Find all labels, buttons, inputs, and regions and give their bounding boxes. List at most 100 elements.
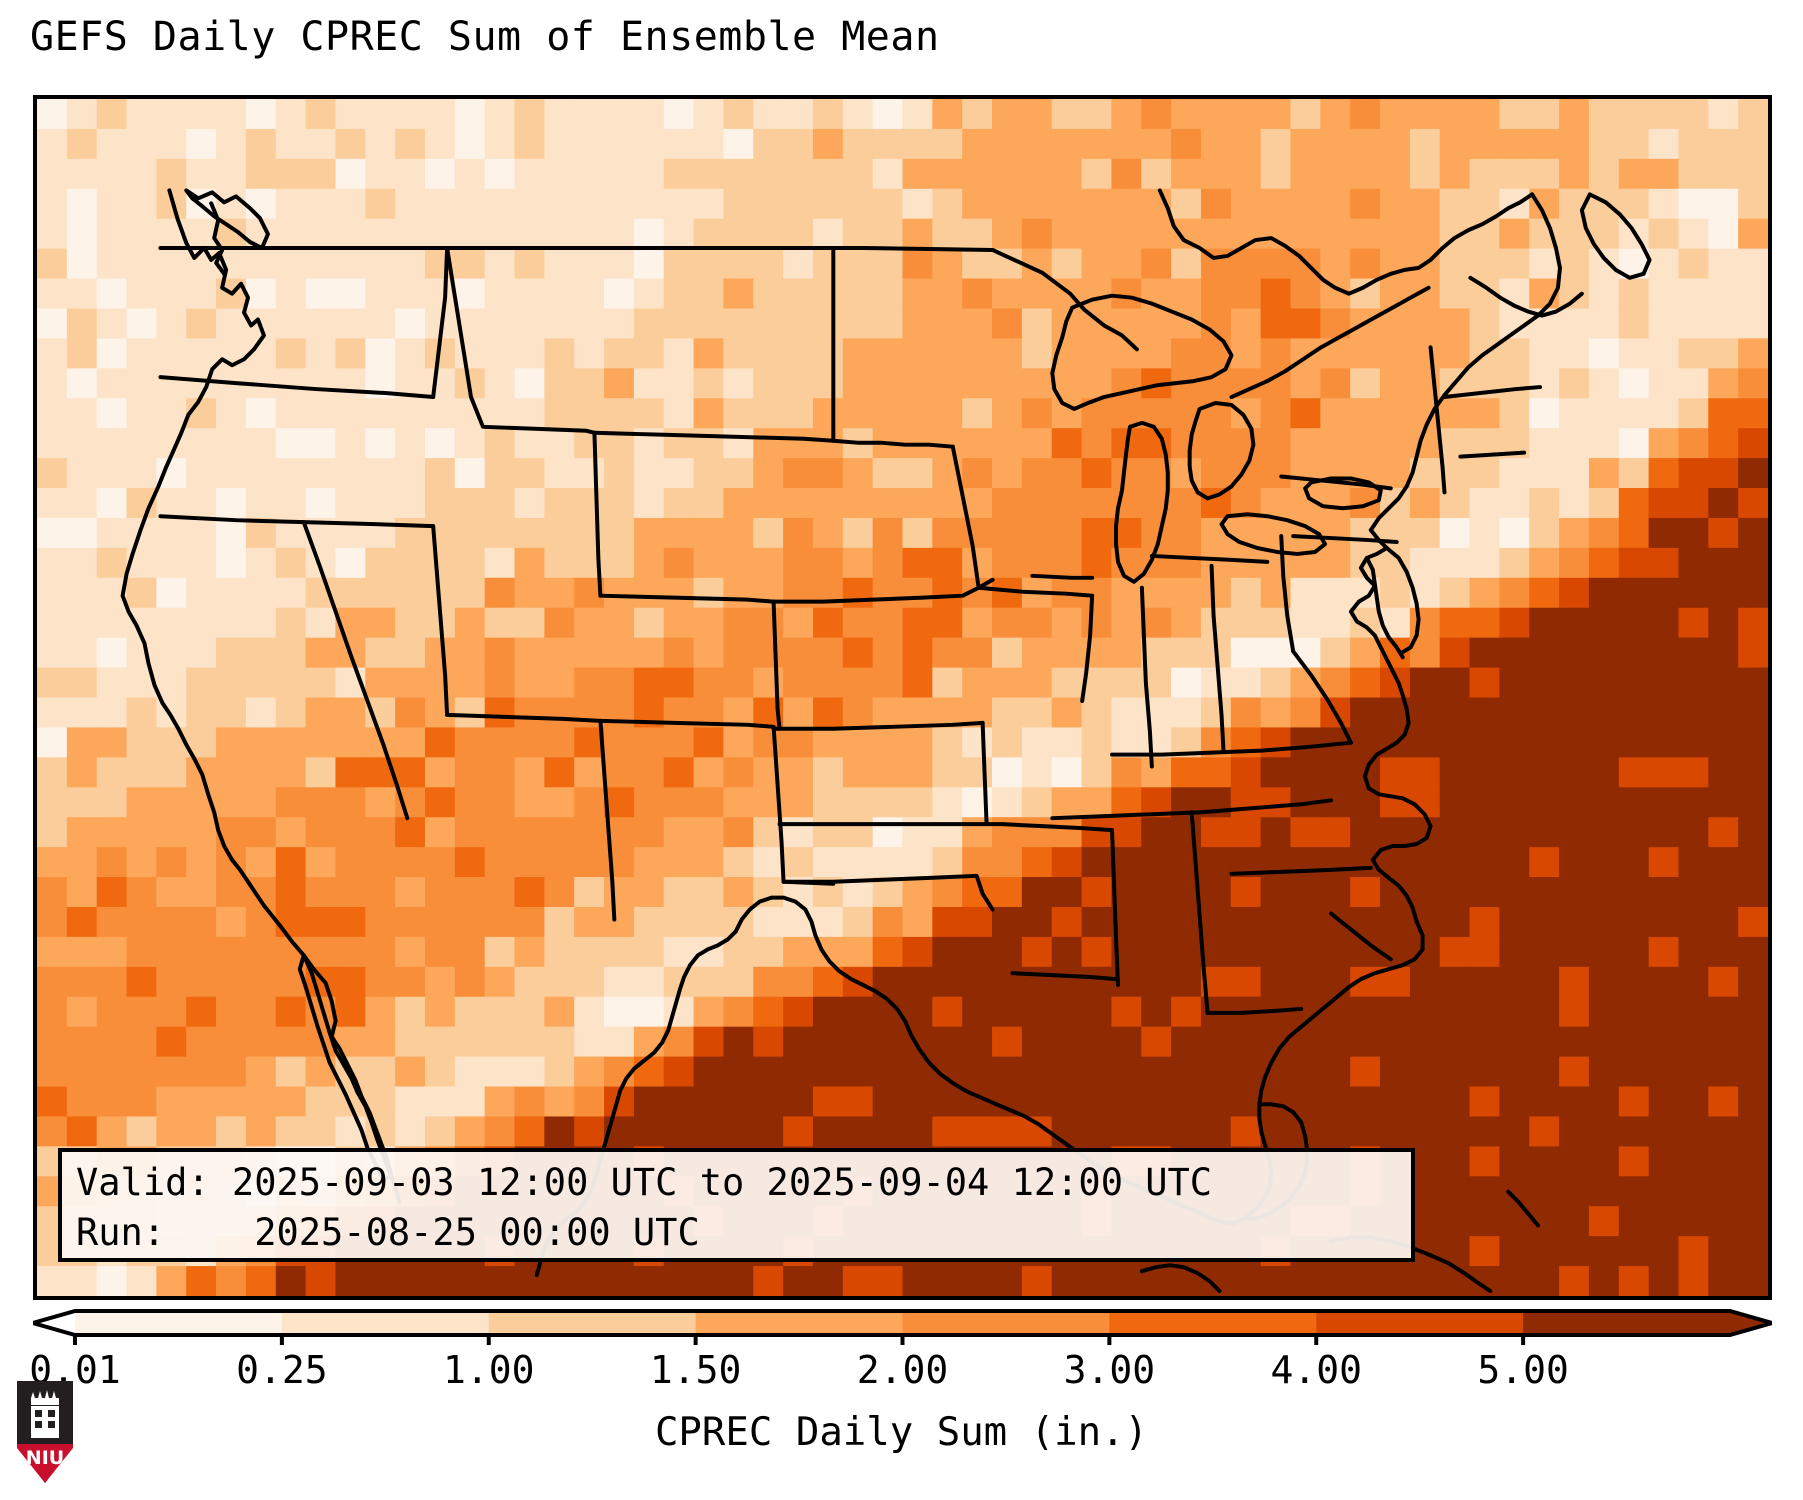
grid-cell [693, 488, 725, 519]
grid-cell [1588, 637, 1620, 669]
grid-cell [454, 218, 486, 250]
grid-cell [186, 488, 217, 519]
grid-cell [574, 847, 605, 878]
grid-cell [216, 188, 247, 220]
grid-cell [1648, 1266, 1680, 1296]
grid-cell [1559, 99, 1590, 130]
grid-cell [1111, 99, 1142, 130]
grid-cell [37, 248, 68, 280]
grid-cell [186, 906, 217, 938]
grid-cell [1529, 817, 1560, 848]
grid-cell [37, 488, 68, 519]
grid-cell [1499, 248, 1530, 280]
grid-cell [992, 877, 1023, 908]
grid-cell [604, 368, 635, 399]
grid-cell [872, 488, 904, 519]
grid-cell [126, 99, 157, 130]
grid-cell [1708, 607, 1739, 639]
grid-cell [335, 308, 366, 340]
grid-cell [1171, 1116, 1202, 1147]
grid-cell [514, 218, 545, 250]
grid-cell [842, 128, 874, 160]
grid-cell [454, 936, 486, 968]
grid-cell [992, 1056, 1023, 1088]
grid-cell [1499, 547, 1530, 579]
state-border-wy-co-ut [592, 430, 603, 598]
grid-cell [1021, 547, 1053, 579]
grid-cell [156, 1086, 187, 1118]
grid-cell [305, 398, 337, 429]
grid-cell [275, 906, 307, 938]
grid-cell [1529, 1266, 1560, 1296]
grid-cell [275, 667, 307, 699]
grid-cell [1230, 278, 1262, 310]
grid-cell [574, 338, 605, 369]
grid-cell [1081, 757, 1113, 788]
grid-cell [245, 847, 277, 878]
chesapeake-bay [1364, 555, 1405, 660]
grid-cell [604, 906, 635, 938]
grid-cell [663, 158, 695, 190]
grid-cell [186, 517, 217, 549]
grid-cell [424, 727, 456, 758]
grid-cell [1230, 1116, 1262, 1147]
grid-cell [574, 458, 605, 489]
grid-cell [514, 1116, 545, 1147]
grid-cell [1469, 188, 1500, 220]
grid-cell [544, 577, 575, 609]
grid-cell [37, 368, 68, 399]
grid-cell [37, 697, 68, 729]
grid-cell [365, 308, 396, 340]
grid-cell [1290, 99, 1321, 130]
grid-cell [812, 697, 844, 729]
grid-cell [1648, 1176, 1680, 1207]
grid-cell [37, 877, 68, 908]
grid-cell [245, 1266, 277, 1296]
grid-cell [1320, 1056, 1351, 1088]
grid-cell [992, 338, 1023, 369]
grid-cell [1081, 158, 1113, 190]
grid-cell [723, 398, 754, 429]
grid-cell [992, 667, 1023, 699]
grid-cell [1738, 1146, 1768, 1177]
grid-cell [1708, 847, 1739, 878]
grid-cell [96, 458, 128, 489]
grid-cell [723, 757, 754, 788]
grid-cell [1588, 188, 1620, 220]
grid-cell [1021, 158, 1053, 190]
grid-cell [1290, 577, 1321, 609]
grid-cell [1678, 488, 1709, 519]
grid-cell [1708, 248, 1739, 280]
lake-erie [1219, 512, 1328, 556]
grid-cell [663, 727, 695, 758]
colorbar-svg[interactable] [33, 1305, 1772, 1345]
grid-cell [335, 697, 366, 729]
grid-cell [544, 906, 575, 938]
grid-cell [902, 667, 933, 699]
grid-cell [753, 936, 784, 968]
grid-cell [723, 727, 754, 758]
map-panel[interactable] [33, 95, 1772, 1300]
grid-cell [1738, 757, 1768, 788]
grid-cell [1559, 248, 1590, 280]
grid-cell [544, 996, 575, 1028]
grid-cell [1738, 458, 1768, 489]
grid-cell [663, 248, 695, 280]
precipitation-heatmap[interactable] [37, 99, 1768, 1296]
grid-cell [604, 996, 635, 1028]
grid-cell [275, 248, 307, 280]
grid-cell [514, 488, 545, 519]
grid-cell [275, 1116, 307, 1147]
colorbar[interactable] [33, 1305, 1772, 1345]
grid-cell [1350, 697, 1381, 729]
grid-cell [1678, 607, 1709, 639]
grid-cell [1469, 877, 1500, 908]
colorbar-under-arrow [33, 1311, 75, 1335]
grid-cell [1350, 248, 1381, 280]
colorbar-frame [33, 1309, 1772, 1345]
grid-cell [1141, 607, 1172, 639]
grid-cell [1350, 188, 1381, 220]
grid-cell [1051, 158, 1083, 190]
grid-cell [37, 936, 68, 968]
